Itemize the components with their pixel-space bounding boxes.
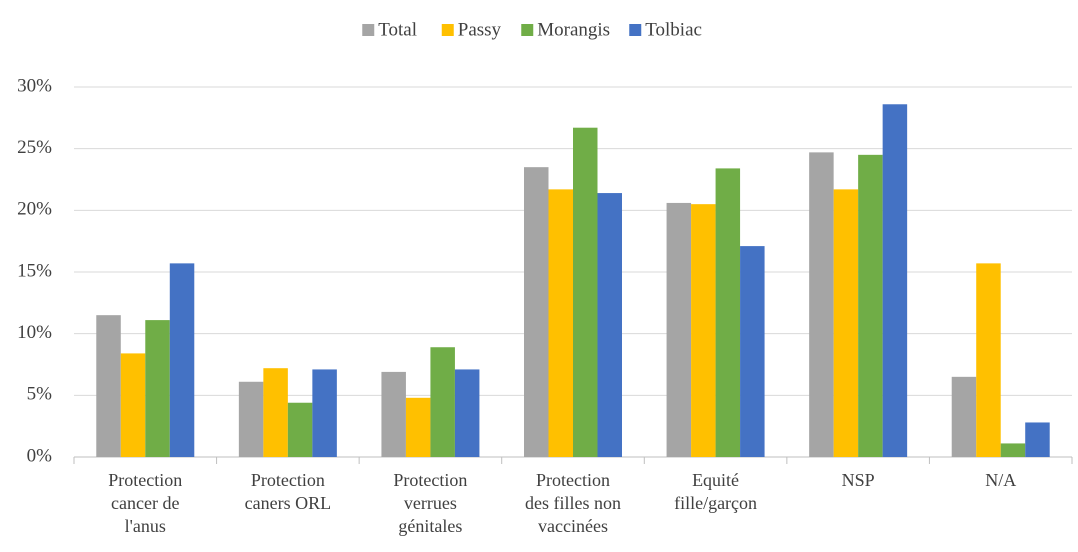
legend-swatch bbox=[629, 24, 642, 36]
legend-label: Tolbiac bbox=[645, 19, 702, 40]
x-tick-label: Protection verrues génitales bbox=[393, 470, 468, 536]
bar bbox=[597, 193, 622, 458]
bar bbox=[833, 189, 859, 457]
y-tick-label: 5% bbox=[27, 384, 53, 405]
bar bbox=[238, 381, 264, 457]
legend-swatch bbox=[521, 24, 534, 36]
bar bbox=[809, 152, 834, 457]
bar bbox=[145, 320, 170, 457]
bar bbox=[858, 154, 883, 458]
bar bbox=[882, 104, 908, 458]
legend-label: Passy bbox=[458, 19, 502, 40]
bar bbox=[715, 168, 741, 457]
y-tick-label: 20% bbox=[17, 199, 52, 220]
bar bbox=[740, 246, 765, 457]
x-tick-label: Equité fille/garçon bbox=[674, 470, 758, 513]
bar bbox=[263, 368, 288, 457]
legend-swatch bbox=[362, 24, 375, 36]
x-tick-label: Protection caners ORL bbox=[244, 470, 332, 513]
bar bbox=[666, 202, 692, 457]
bar bbox=[430, 347, 455, 457]
y-tick-label: 25% bbox=[17, 137, 52, 158]
bar bbox=[405, 397, 431, 457]
bar bbox=[287, 402, 313, 457]
bar bbox=[976, 263, 1001, 457]
x-tick-label: N/A bbox=[985, 470, 1017, 490]
bar bbox=[691, 204, 716, 457]
bar bbox=[120, 353, 146, 457]
bar bbox=[454, 369, 480, 457]
legend-label: Morangis bbox=[537, 19, 610, 40]
legend-swatch bbox=[441, 24, 454, 36]
y-tick-label: 30% bbox=[17, 75, 52, 96]
x-tick-label: Protection cancer de l'anus bbox=[108, 470, 183, 536]
bar bbox=[951, 376, 977, 457]
bar bbox=[1000, 443, 1026, 457]
bar bbox=[96, 315, 121, 457]
y-tick-label: 10% bbox=[17, 322, 52, 343]
x-tick-label: Protection des filles non vaccinées bbox=[525, 470, 621, 536]
y-tick-label: 0% bbox=[27, 445, 53, 466]
bar bbox=[169, 263, 195, 457]
y-tick-label: 15% bbox=[17, 260, 52, 281]
bar bbox=[381, 371, 406, 457]
bar bbox=[524, 167, 549, 457]
legend-label: Total bbox=[378, 19, 417, 40]
bar bbox=[312, 369, 337, 457]
bar bbox=[1025, 422, 1050, 457]
bar bbox=[573, 127, 598, 457]
bar bbox=[548, 189, 573, 457]
x-tick-label: NSP bbox=[841, 470, 875, 490]
